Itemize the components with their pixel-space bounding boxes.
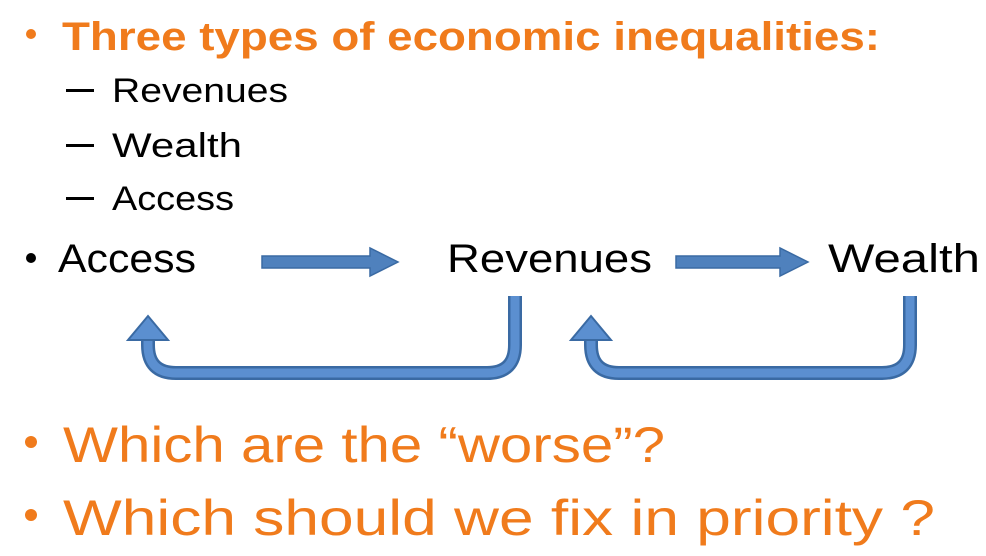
flow-node: Access <box>58 237 196 281</box>
return-arrow <box>568 296 917 380</box>
sub-item: Revenues <box>112 72 288 110</box>
bullet <box>25 436 37 448</box>
bullet <box>26 29 36 39</box>
dash <box>66 144 94 147</box>
sub-item: Access <box>112 180 234 218</box>
arrow <box>261 246 400 278</box>
return-arrow <box>125 296 522 380</box>
sub-item: Wealth <box>112 127 242 165</box>
dash <box>66 89 94 92</box>
question: Which are the “worse”? <box>63 417 665 473</box>
flow-node: Revenues <box>447 237 652 281</box>
flow-node: Wealth <box>828 237 980 281</box>
heading: Three types of economic inequalities: <box>62 15 880 59</box>
arrow <box>675 246 810 278</box>
dash <box>66 197 94 200</box>
bullet <box>26 253 36 263</box>
question: Which should we fix in priority ? <box>63 490 935 546</box>
bullet <box>25 509 37 521</box>
